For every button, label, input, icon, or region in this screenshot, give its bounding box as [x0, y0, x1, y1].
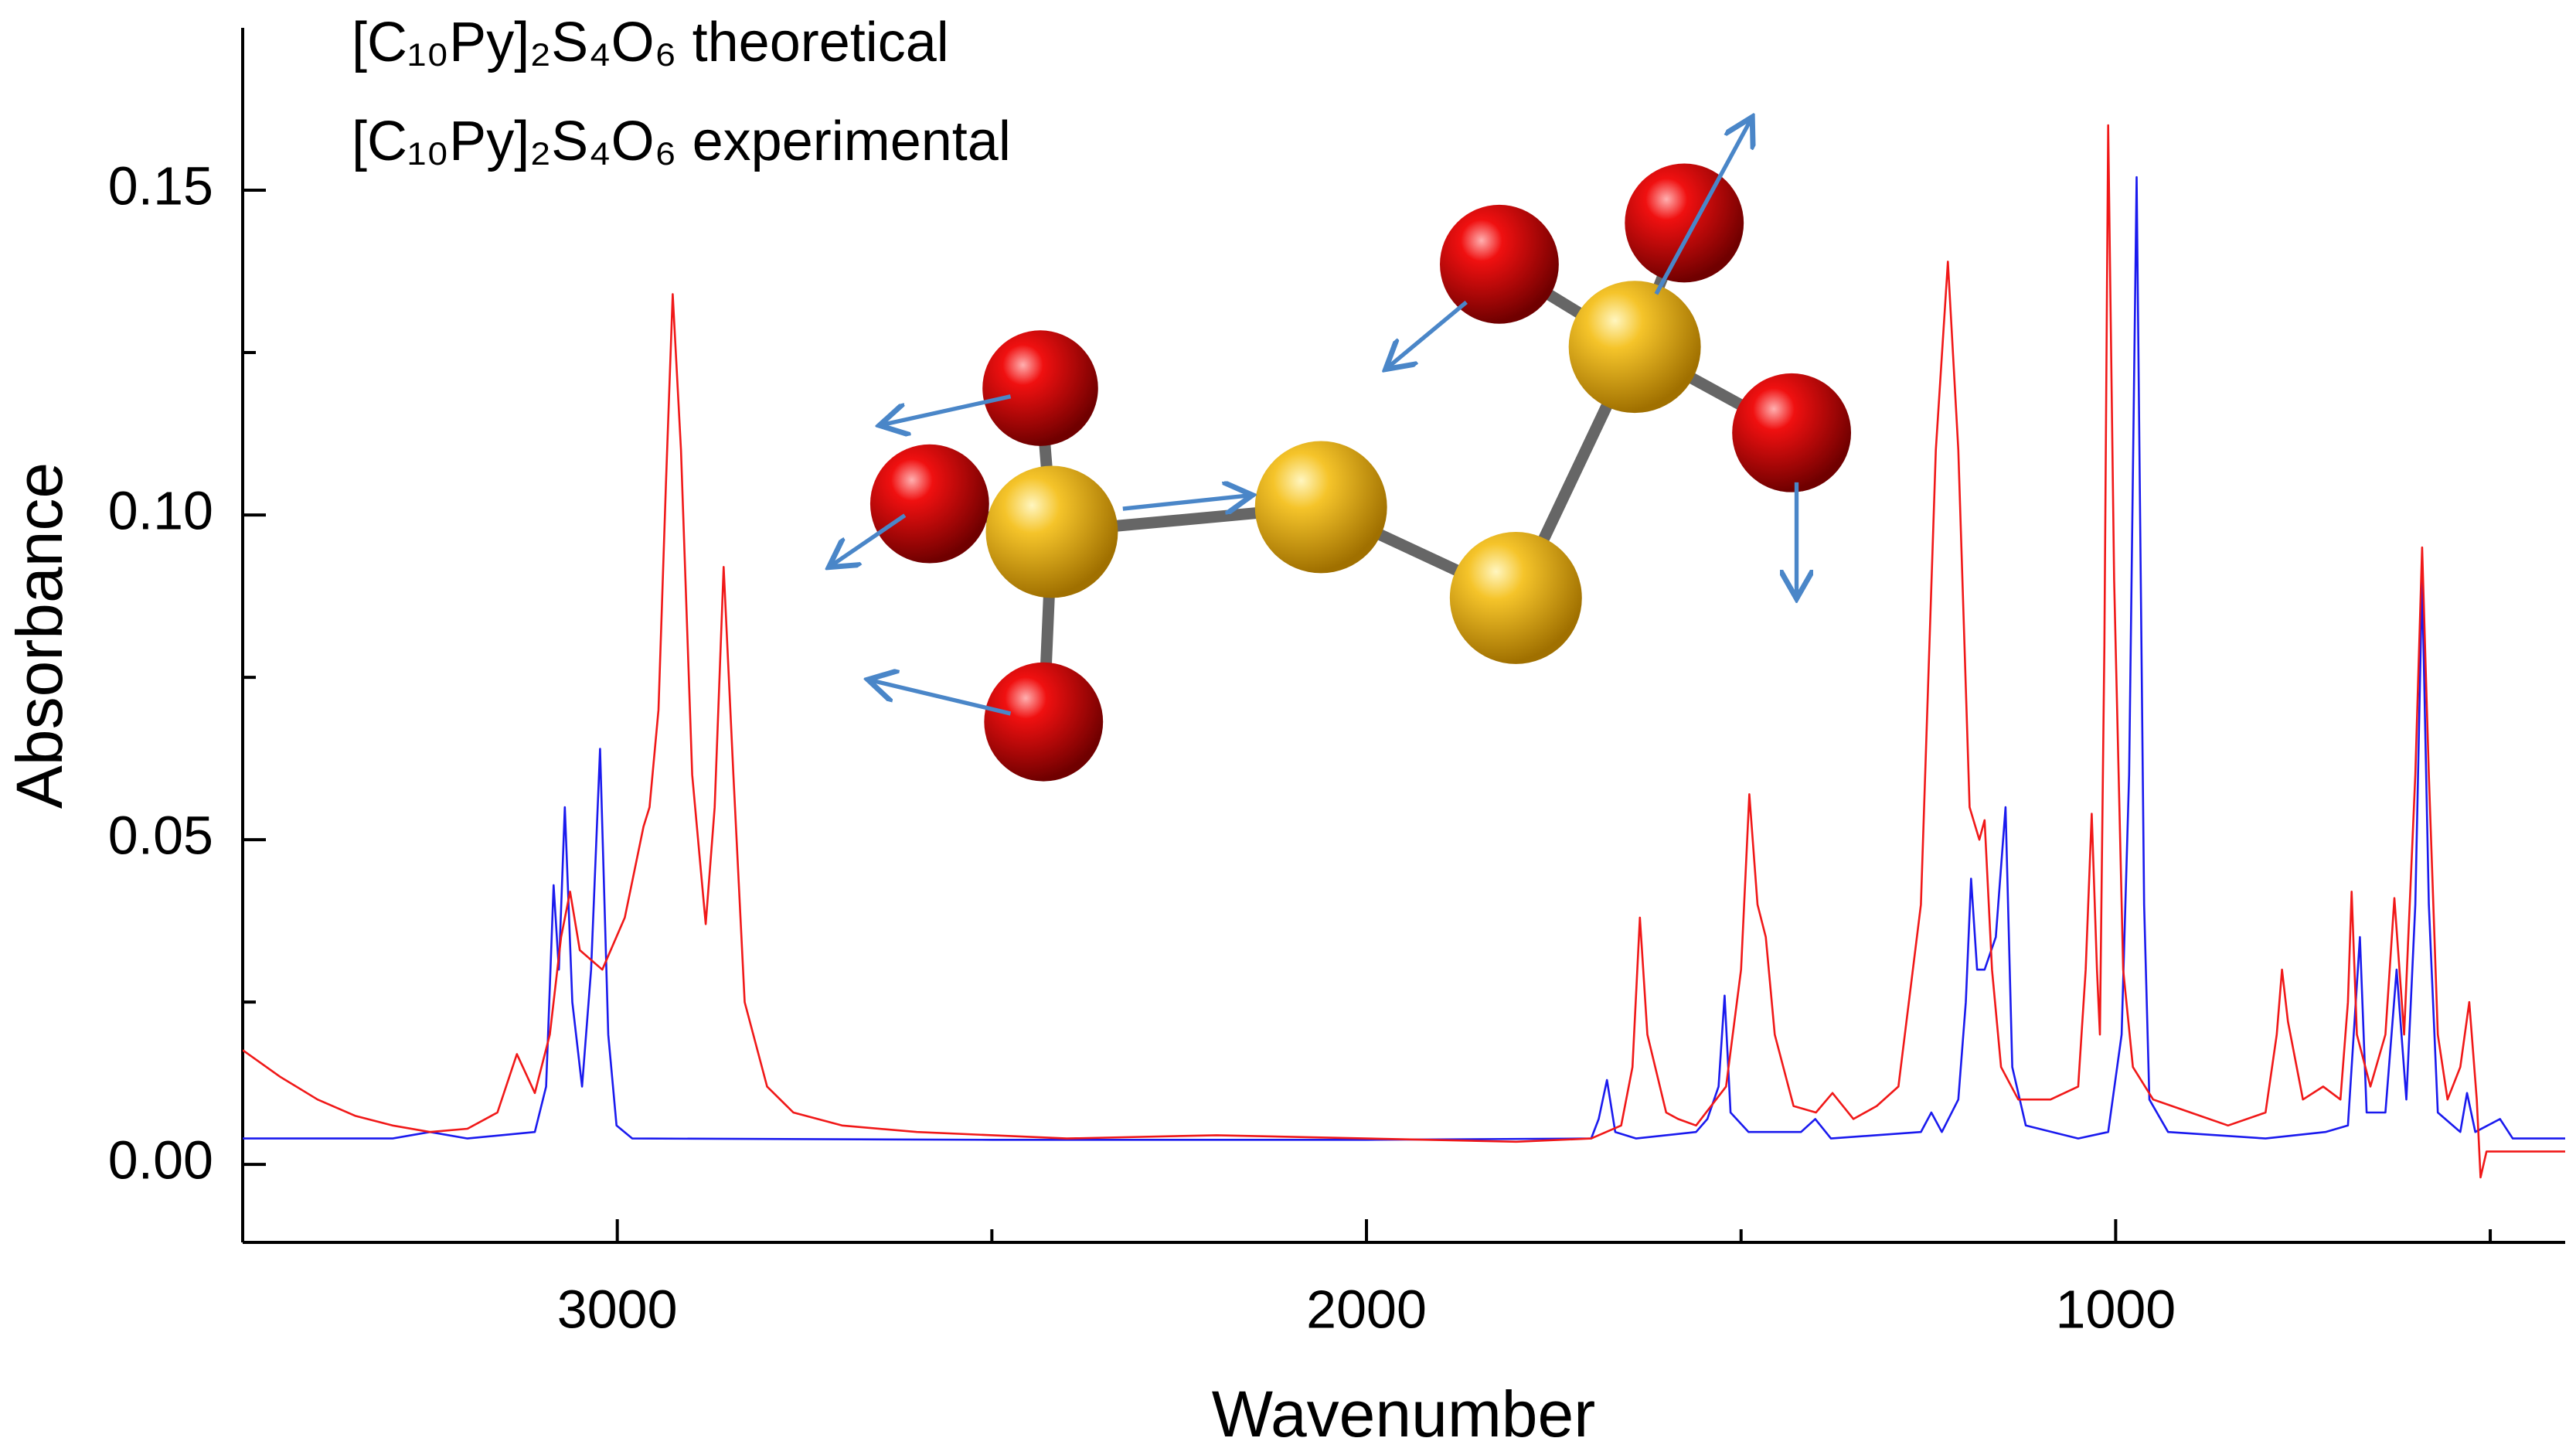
y-tick-label: 0.15: [108, 156, 213, 216]
x-axis-title: Wavenumber: [1212, 1378, 1595, 1450]
spectrum-line: [243, 124, 2565, 1179]
x-tick-label: 2000: [1306, 1279, 1427, 1339]
y-tick-label: 0.05: [108, 806, 213, 866]
atoms: [869, 163, 1852, 782]
legend-label: [C₁₀Py]₂S₄O₆ theoretical: [352, 12, 949, 73]
y-axis-title: Absorbance: [3, 462, 76, 809]
axes: 0.00 0.05 0.10 0.15 3000 2000 1000: [108, 28, 2565, 1339]
spectrum-line: [243, 175, 2565, 1141]
y-tick-label: 0.00: [108, 1130, 213, 1191]
y-tick-label: 0.10: [108, 481, 213, 541]
x-tick-label: 3000: [557, 1279, 678, 1339]
molecule-inset: [832, 121, 1852, 782]
legend-label: [C₁₀Py]₂S₄O₆ experimental: [352, 111, 1011, 172]
vibration-arrows: [832, 121, 1797, 716]
x-tick-label: 1000: [2056, 1279, 2176, 1339]
plot-area: [243, 124, 2565, 1179]
